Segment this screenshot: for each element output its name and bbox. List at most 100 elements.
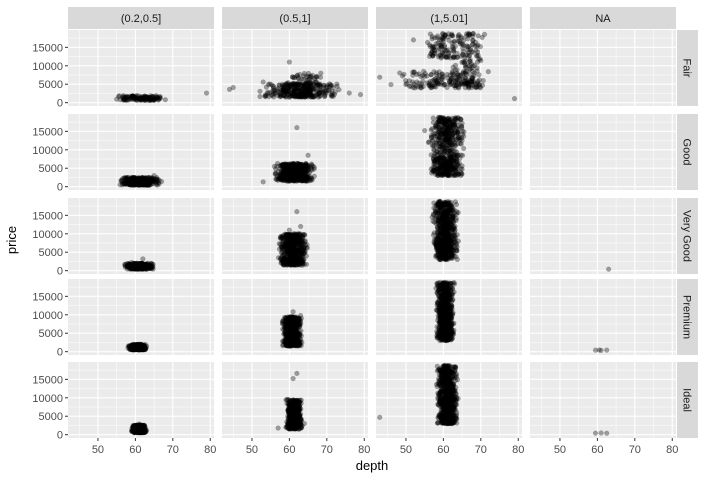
data-point — [300, 85, 307, 92]
data-point — [127, 93, 133, 99]
data-point — [444, 209, 450, 215]
data-point — [280, 87, 286, 93]
data-point — [429, 34, 435, 40]
data-point — [299, 89, 305, 95]
data-point — [274, 87, 280, 93]
data-point — [302, 93, 309, 100]
data-point — [129, 93, 135, 99]
data-point — [307, 79, 313, 85]
panel-fair-1-5-01 — [376, 30, 522, 106]
data-point — [440, 213, 447, 219]
panel-very-good-na — [530, 198, 676, 274]
data-point — [151, 173, 157, 179]
data-point — [304, 177, 310, 184]
data-point — [314, 73, 320, 80]
data-point — [150, 93, 156, 99]
data-point — [277, 89, 283, 95]
data-point — [294, 92, 300, 98]
data-point — [290, 74, 296, 80]
data-point — [463, 80, 469, 86]
data-point — [417, 83, 423, 89]
data-point — [457, 39, 463, 45]
data-point — [322, 93, 328, 99]
data-point — [282, 86, 288, 92]
data-point — [288, 91, 294, 97]
data-point — [131, 94, 137, 100]
data-point — [313, 74, 319, 80]
data-point — [290, 82, 296, 88]
data-point — [311, 94, 317, 100]
data-point — [441, 219, 447, 225]
data-point — [144, 96, 151, 102]
data-point — [283, 80, 289, 87]
panel-good-1-5-01 — [376, 114, 522, 190]
data-point — [431, 146, 437, 152]
data-point — [297, 236, 303, 242]
data-point — [474, 68, 480, 74]
points — [114, 90, 210, 104]
data-point — [429, 83, 436, 90]
data-point — [125, 97, 132, 103]
data-point — [292, 86, 299, 92]
data-point — [114, 96, 120, 102]
data-point — [138, 97, 145, 103]
data-point — [301, 92, 307, 98]
points — [125, 341, 150, 353]
data-point — [270, 92, 276, 98]
data-point — [420, 83, 426, 90]
data-point — [293, 86, 299, 92]
data-point — [294, 82, 300, 88]
data-point — [138, 96, 144, 102]
data-point — [289, 342, 295, 348]
data-point — [138, 96, 144, 102]
data-point — [277, 94, 283, 100]
data-point — [436, 227, 442, 233]
data-point — [470, 31, 476, 37]
data-point — [147, 95, 153, 101]
data-point — [462, 55, 468, 61]
data-point — [298, 82, 304, 88]
data-point — [315, 82, 321, 88]
data-point — [141, 94, 147, 100]
data-point — [298, 333, 304, 339]
data-point — [454, 70, 460, 76]
data-point — [294, 86, 300, 92]
data-point — [437, 159, 444, 165]
data-point — [475, 52, 481, 59]
data-point — [448, 240, 454, 247]
data-point — [152, 96, 158, 102]
data-point — [301, 83, 307, 89]
data-point — [446, 80, 453, 86]
data-point — [287, 248, 293, 254]
data-point — [409, 79, 416, 85]
data-point — [294, 87, 301, 93]
data-point — [436, 215, 442, 222]
data-point — [141, 97, 147, 103]
data-point — [425, 139, 432, 146]
data-point — [282, 87, 288, 93]
data-point — [275, 88, 281, 94]
data-point — [296, 86, 302, 92]
data-point — [307, 84, 313, 90]
data-point — [116, 93, 122, 100]
data-point — [330, 93, 336, 100]
data-point — [284, 85, 291, 91]
data-point — [144, 94, 150, 100]
data-point — [308, 94, 315, 100]
data-point — [289, 84, 295, 90]
data-point — [449, 33, 456, 39]
data-point — [312, 76, 318, 82]
data-point — [288, 93, 294, 99]
data-point — [310, 94, 316, 100]
data-point — [263, 84, 269, 90]
data-point — [125, 96, 131, 102]
data-point — [140, 95, 147, 101]
panel-premium-0-2-0-5 — [68, 279, 214, 355]
data-point — [123, 97, 129, 103]
data-point — [301, 85, 307, 91]
data-point — [257, 88, 263, 94]
data-point — [455, 170, 461, 176]
data-point — [309, 85, 316, 92]
data-point — [435, 81, 442, 87]
data-point — [138, 93, 145, 100]
